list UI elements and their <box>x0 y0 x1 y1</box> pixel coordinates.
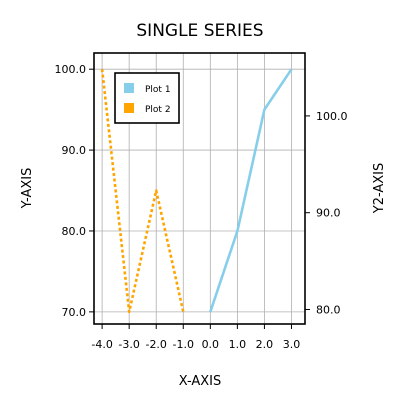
legend-swatch-plot-2 <box>124 103 134 113</box>
y-axis-label: Y-AXIS <box>20 168 35 210</box>
x-tick-label: -3.0 <box>118 338 139 351</box>
x-ticks: -4.0 -3.0 -2.0 -1.0 0.0 1.0 2.0 3.0 <box>91 324 300 351</box>
y-ticks: 70.0 80.0 90.0 100.0 <box>55 63 94 319</box>
y2-axis-label: Y2-AXIS <box>372 163 387 215</box>
series-line-plot-1 <box>209 68 293 313</box>
series-line-plot-2 <box>100 69 185 314</box>
x-tick-label: -2.0 <box>145 338 166 351</box>
legend-box <box>114 72 180 124</box>
x-tick-label: 0.0 <box>202 338 220 351</box>
plot-frame <box>93 52 306 325</box>
x-tick-label: -4.0 <box>91 338 112 351</box>
y2-tick-label: 80.0 <box>316 303 341 316</box>
x-tick-label: -1.0 <box>173 338 194 351</box>
legend-swatch-plot-1 <box>124 83 134 93</box>
x-tick-label: 1.0 <box>229 338 247 351</box>
x-tick-label: 2.0 <box>256 338 274 351</box>
y-tick-label: 80.0 <box>62 225 87 238</box>
y2-tick-label: 100.0 <box>316 110 348 123</box>
series-layer <box>100 68 293 314</box>
legend: Plot 1 Plot 2 <box>114 72 180 124</box>
x-tick-label: 3.0 <box>283 338 301 351</box>
x-axis-label: X-AXIS <box>179 374 222 389</box>
y2-tick-label: 90.0 <box>316 207 341 220</box>
y-tick-label: 100.0 <box>55 63 87 76</box>
y-tick-label: 70.0 <box>62 306 87 319</box>
y-tick-label: 90.0 <box>62 144 87 157</box>
legend-label-plot-2: Plot 2 <box>145 105 171 115</box>
y2-ticks: 80.0 90.0 100.0 <box>305 110 348 316</box>
chart-title: SINGLE SERIES <box>136 21 263 41</box>
legend-label-plot-1: Plot 1 <box>145 85 171 95</box>
